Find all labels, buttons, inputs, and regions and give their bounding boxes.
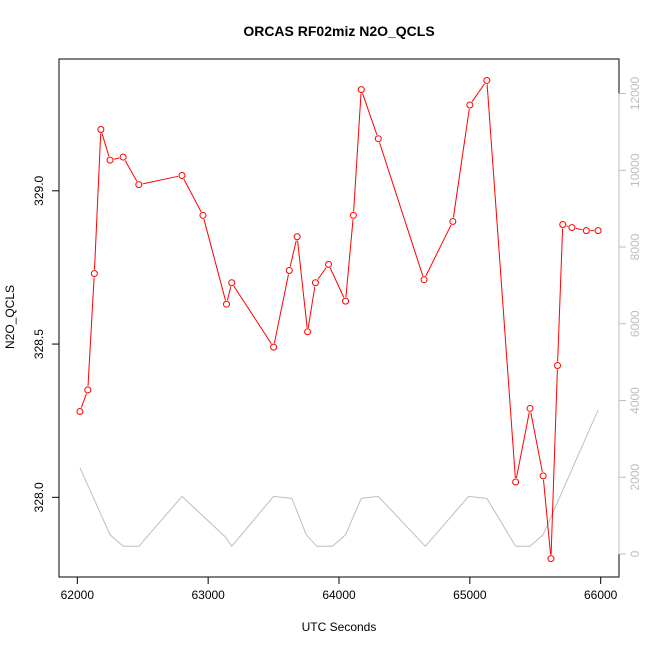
series-0-segment-31	[575, 227, 583, 231]
series-0-point-30	[559, 221, 567, 229]
series-0-segment-17	[345, 219, 354, 298]
series-0-segment-11	[273, 274, 289, 344]
series-0-point-7	[178, 171, 186, 179]
y-axis-left: 328.0 328.5 329.0	[32, 175, 60, 512]
series-0-point-20	[374, 135, 382, 143]
series-0-point-21	[420, 276, 428, 284]
series-0-segment-18	[353, 93, 362, 212]
y-axis-right: 0 2000 4000 6000 8000 10000 12000	[618, 77, 642, 557]
series-0-point-23	[466, 101, 474, 109]
y2-tick-label-5: 10000	[628, 153, 642, 187]
series-0	[76, 76, 602, 563]
y-tick-label-2: 329.0	[32, 175, 46, 205]
chart-title: ORCAS RF02miz N2O_QCLS	[243, 23, 434, 39]
series-0-point-18	[349, 211, 357, 219]
y-tick-label-0: 328.0	[32, 482, 46, 512]
series-0-segment-19	[362, 93, 378, 136]
series-0-segment-23	[471, 83, 485, 102]
x-tick-label-4: 66000	[584, 588, 618, 602]
x-tick-label-1: 63000	[191, 588, 225, 602]
y-axis-label: N2O_QCLS	[3, 285, 17, 349]
series-0-segment-16	[329, 267, 345, 298]
y2-tick-label-3: 6000	[628, 310, 642, 337]
series-0-point-22	[449, 217, 457, 225]
series-0-segment-4	[113, 157, 120, 160]
series-0-point-29	[554, 362, 562, 370]
plot-frame	[58, 58, 620, 578]
x-tick-label-3: 65000	[453, 588, 487, 602]
series-0-segment-2	[94, 133, 102, 270]
series-0-point-12	[285, 266, 293, 274]
series-0-segment-0	[80, 393, 87, 408]
series-0-point-2	[90, 270, 98, 278]
y2-tick-label-6: 12000	[628, 77, 642, 111]
series-0-point-26	[526, 404, 534, 412]
series-0-segment-3	[101, 133, 110, 157]
y2-tick-label-2: 4000	[628, 387, 642, 414]
y-tick-label-1: 328.5	[32, 329, 46, 359]
series-0-segment-6	[142, 175, 179, 185]
y2-tick-label-1: 2000	[628, 464, 642, 491]
series-0-segment-28	[550, 369, 558, 555]
series-0-segment-7	[183, 178, 202, 213]
series-0-point-11	[270, 343, 278, 351]
series-0-segment-8	[203, 219, 226, 301]
series-0-point-19	[357, 86, 365, 94]
series-0-segment-24	[486, 84, 516, 479]
y2-tick-label-0: 0	[628, 550, 642, 557]
series-0-point-16	[325, 260, 333, 268]
series-0-point-4	[106, 156, 114, 164]
series-0-segment-14	[307, 286, 316, 328]
series-0-segment-1	[87, 277, 95, 387]
series-0-point-13	[293, 233, 301, 241]
series-0-point-32	[582, 227, 590, 235]
series-0-segment-20	[379, 142, 424, 277]
series-0-segment-5	[124, 160, 138, 182]
series-0-point-6	[135, 181, 143, 189]
series-0-segment-9	[226, 286, 232, 301]
series-0-point-31	[568, 224, 576, 232]
x-tick-label-2: 64000	[322, 588, 356, 602]
series-0-segment-27	[542, 479, 552, 555]
y2-tick-label-4: 8000	[628, 233, 642, 260]
series-0-segment-30	[566, 225, 569, 227]
series-0-segment-21	[425, 224, 452, 277]
series-0-segment-26	[530, 412, 543, 473]
series-0-point-25	[512, 478, 520, 486]
series-0-segment-13	[297, 240, 308, 328]
series-0-point-8	[199, 211, 207, 219]
series-0-segment-15	[317, 267, 327, 280]
series-0-segment-10	[233, 285, 272, 345]
series-0-point-14	[304, 328, 312, 336]
x-axis: 62000 63000 64000 65000 66000	[61, 576, 618, 602]
series-0-point-15	[311, 279, 319, 287]
series-0-point-0	[76, 407, 84, 415]
series-0-point-33	[594, 227, 602, 235]
series-1	[79, 409, 599, 548]
series-0-segment-25	[515, 412, 530, 479]
series-0-point-24	[483, 76, 491, 84]
series-1-line	[79, 409, 599, 548]
x-axis-label: UTC Seconds	[302, 620, 377, 634]
series-0-point-5	[119, 153, 127, 161]
series-0-point-27	[539, 472, 547, 480]
series-0-point-9	[222, 300, 230, 308]
series-0-segment-22	[452, 108, 470, 218]
series-0-point-10	[228, 279, 236, 287]
x-tick-label-0: 62000	[61, 588, 95, 602]
series-0-point-28	[547, 555, 555, 563]
series-0-point-1	[84, 386, 92, 394]
series-0-segment-12	[289, 240, 297, 267]
series-0-point-3	[97, 125, 105, 133]
series-layer	[76, 76, 602, 563]
series-0-point-17	[342, 297, 350, 305]
series-0-segment-29	[557, 228, 564, 362]
